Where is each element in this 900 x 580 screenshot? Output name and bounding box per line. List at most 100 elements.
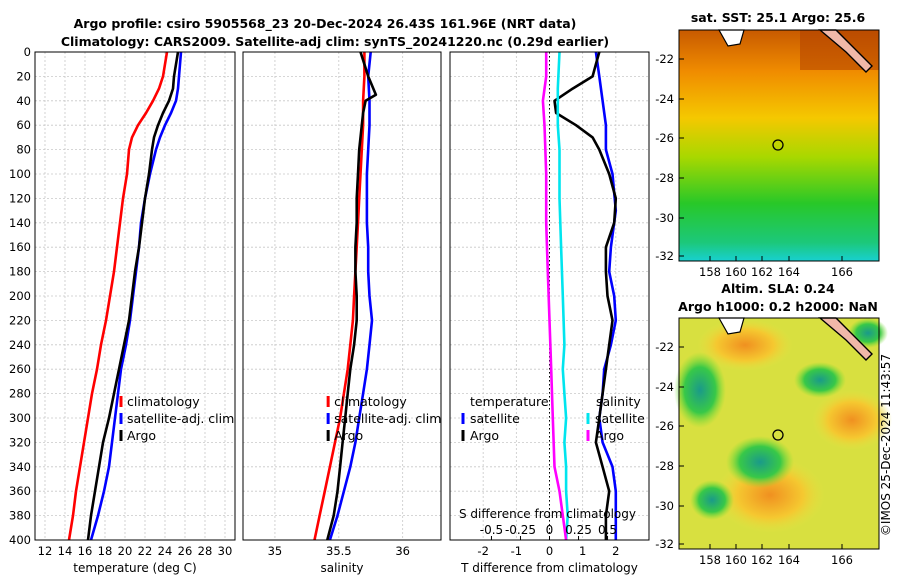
x-tick-label: 35.5 <box>326 544 352 558</box>
legend-label: Argo <box>127 428 156 443</box>
legend-label: Argo <box>334 428 363 443</box>
title-line-1: Argo profile: csiro 5905568_23 20-Dec-20… <box>74 16 577 32</box>
s-tick-label: -0.25 <box>505 523 536 537</box>
map-x-tick-label: 162 <box>751 553 773 567</box>
x-axis-label: temperature (deg C) <box>73 561 196 575</box>
legend-label: Argo <box>470 428 499 443</box>
series-line-t-satellite <box>594 51 618 540</box>
imos-credit: ©IMOS 25-Dec-2024 11:43:57 <box>879 354 893 536</box>
legend-label: satellite-adj. clim <box>334 411 441 426</box>
x-tick-label: 12 <box>38 544 53 558</box>
y-tick-label: 340 <box>9 460 31 474</box>
map-x-tick-label: 158 <box>699 553 721 567</box>
x-tick-label: 28 <box>198 544 213 558</box>
x-axis-label: T difference from climatology <box>460 561 638 575</box>
y-tick-label: 80 <box>16 143 31 157</box>
map-y-tick-label: -30 <box>655 499 674 513</box>
sst-map-frame <box>678 29 880 262</box>
x-tick-label: 2 <box>612 544 619 558</box>
sla-high-2 <box>812 390 892 450</box>
map-y-tick-label: -28 <box>655 459 674 473</box>
y-tick-label: 280 <box>9 387 31 401</box>
series-line-argo <box>326 51 378 541</box>
x-axis-label: salinity <box>320 561 363 575</box>
legend-label: Argo <box>595 428 624 443</box>
x-tick-label: 26 <box>178 544 193 558</box>
y-tick-label: 100 <box>9 167 31 181</box>
sst-map-title: sat. SST: 25.1 Argo: 25.6 <box>691 10 866 25</box>
series-line-climatology <box>67 51 169 541</box>
x-tick-label: 1 <box>579 544 586 558</box>
y-tick-label: 380 <box>9 509 31 523</box>
s-axis-label: S difference from climatology <box>459 507 636 521</box>
y-tick-label: 220 <box>9 313 31 327</box>
y-tick-label: 320 <box>9 435 31 449</box>
sla-map: Altim. SLA: 0.24 Argo h1000: 0.2 h2000: … <box>655 281 892 567</box>
x-tick-label: 0 <box>546 544 553 558</box>
x-tick-label: 16 <box>78 544 93 558</box>
map-x-tick-label: 158 <box>699 265 721 279</box>
legend-label: climatology <box>127 394 200 409</box>
x-tick-label: 14 <box>58 544 73 558</box>
legend-label: satellite <box>595 411 645 426</box>
sst-map: sat. SST: 25.1 Argo: 25.6 158 160 162 164 16… <box>655 10 880 279</box>
s-tick-label: 0 <box>546 523 554 537</box>
s-tick-label: 0.25 <box>565 523 592 537</box>
legend-label: climatology <box>334 394 407 409</box>
sla-map-title-1: Altim. SLA: 0.24 <box>721 281 835 296</box>
map-y-tick-label: -28 <box>655 171 674 185</box>
y-tick-label: 60 <box>16 118 31 132</box>
map-y-tick-label: -26 <box>655 419 674 433</box>
y-tick-label: 240 <box>9 338 31 352</box>
map-x-tick-label: 160 <box>725 553 747 567</box>
map-x-tick-label: 164 <box>778 265 800 279</box>
salinity-panel: 35 35.5 36 salinity climatology satellite-adj… <box>242 51 442 575</box>
title-line-2: Climatology: CARS2009. Satellite-adj cli… <box>61 34 609 50</box>
x-tick-label: -2 <box>477 544 488 558</box>
argo-position-marker <box>772 139 784 151</box>
map-x-tick-label: 164 <box>778 553 800 567</box>
map-x-tick-label: 160 <box>725 265 747 279</box>
sla-low-1 <box>726 436 794 488</box>
map-x-tick-label: 166 <box>831 553 853 567</box>
y-tick-label: 360 <box>9 484 31 498</box>
x-tick-label: 35 <box>268 544 283 558</box>
x-tick-label: 22 <box>138 544 153 558</box>
y-tick-label: 20 <box>16 69 31 83</box>
y-tick-label: 140 <box>9 216 31 230</box>
map-x-tick-label: 162 <box>751 265 773 279</box>
series-line-s-satellite <box>556 51 570 541</box>
sla-low-4 <box>794 362 846 398</box>
x-tick-label: 18 <box>98 544 113 558</box>
legend-title-temperature: temperature <box>470 394 549 409</box>
series-line-climatology <box>313 52 366 541</box>
y-tick-label: 120 <box>9 191 31 205</box>
s-tick-label: -0.5 <box>480 523 503 537</box>
y-tick-label: 180 <box>9 265 31 279</box>
series-line-t-argo <box>553 51 618 540</box>
map-y-tick-label: -26 <box>655 131 674 145</box>
x-tick-label: 24 <box>158 544 173 558</box>
difference-panel: -2 -1 0 1 2 T difference from climatology temp… <box>449 51 650 575</box>
temperature-panel: 0 20 40 60 80 100 120 140 160 180 200 220 240 260 280 3… <box>9 45 236 575</box>
map-x-tick-label: 166 <box>831 265 853 279</box>
sla-low-3 <box>674 352 726 428</box>
y-tick-label: 300 <box>9 411 31 425</box>
sst-map-ticks: 158 160 162 164 166 -22 -24 -26 -28 -30 -32 <box>655 52 853 279</box>
series-line-satellite-adj-clim <box>328 51 374 541</box>
series-line-argo <box>86 51 180 541</box>
y-tick-label: 160 <box>9 240 31 254</box>
argo-position-marker-2 <box>772 429 784 441</box>
map-y-tick-label: -24 <box>655 380 674 394</box>
sla-map-frame <box>678 317 880 550</box>
map-y-tick-label: -22 <box>655 340 674 354</box>
x-tick-label: 20 <box>118 544 133 558</box>
y-tick-label: 40 <box>16 94 31 108</box>
sla-map-title-2: Argo h1000: 0.2 h2000: NaN <box>678 299 878 314</box>
map-y-tick-label: -24 <box>655 92 674 106</box>
x-tick-label: 36 <box>395 544 410 558</box>
y-tick-label: 260 <box>9 362 31 376</box>
series-line-s-argo <box>541 52 568 541</box>
legend-label: satellite <box>470 411 520 426</box>
